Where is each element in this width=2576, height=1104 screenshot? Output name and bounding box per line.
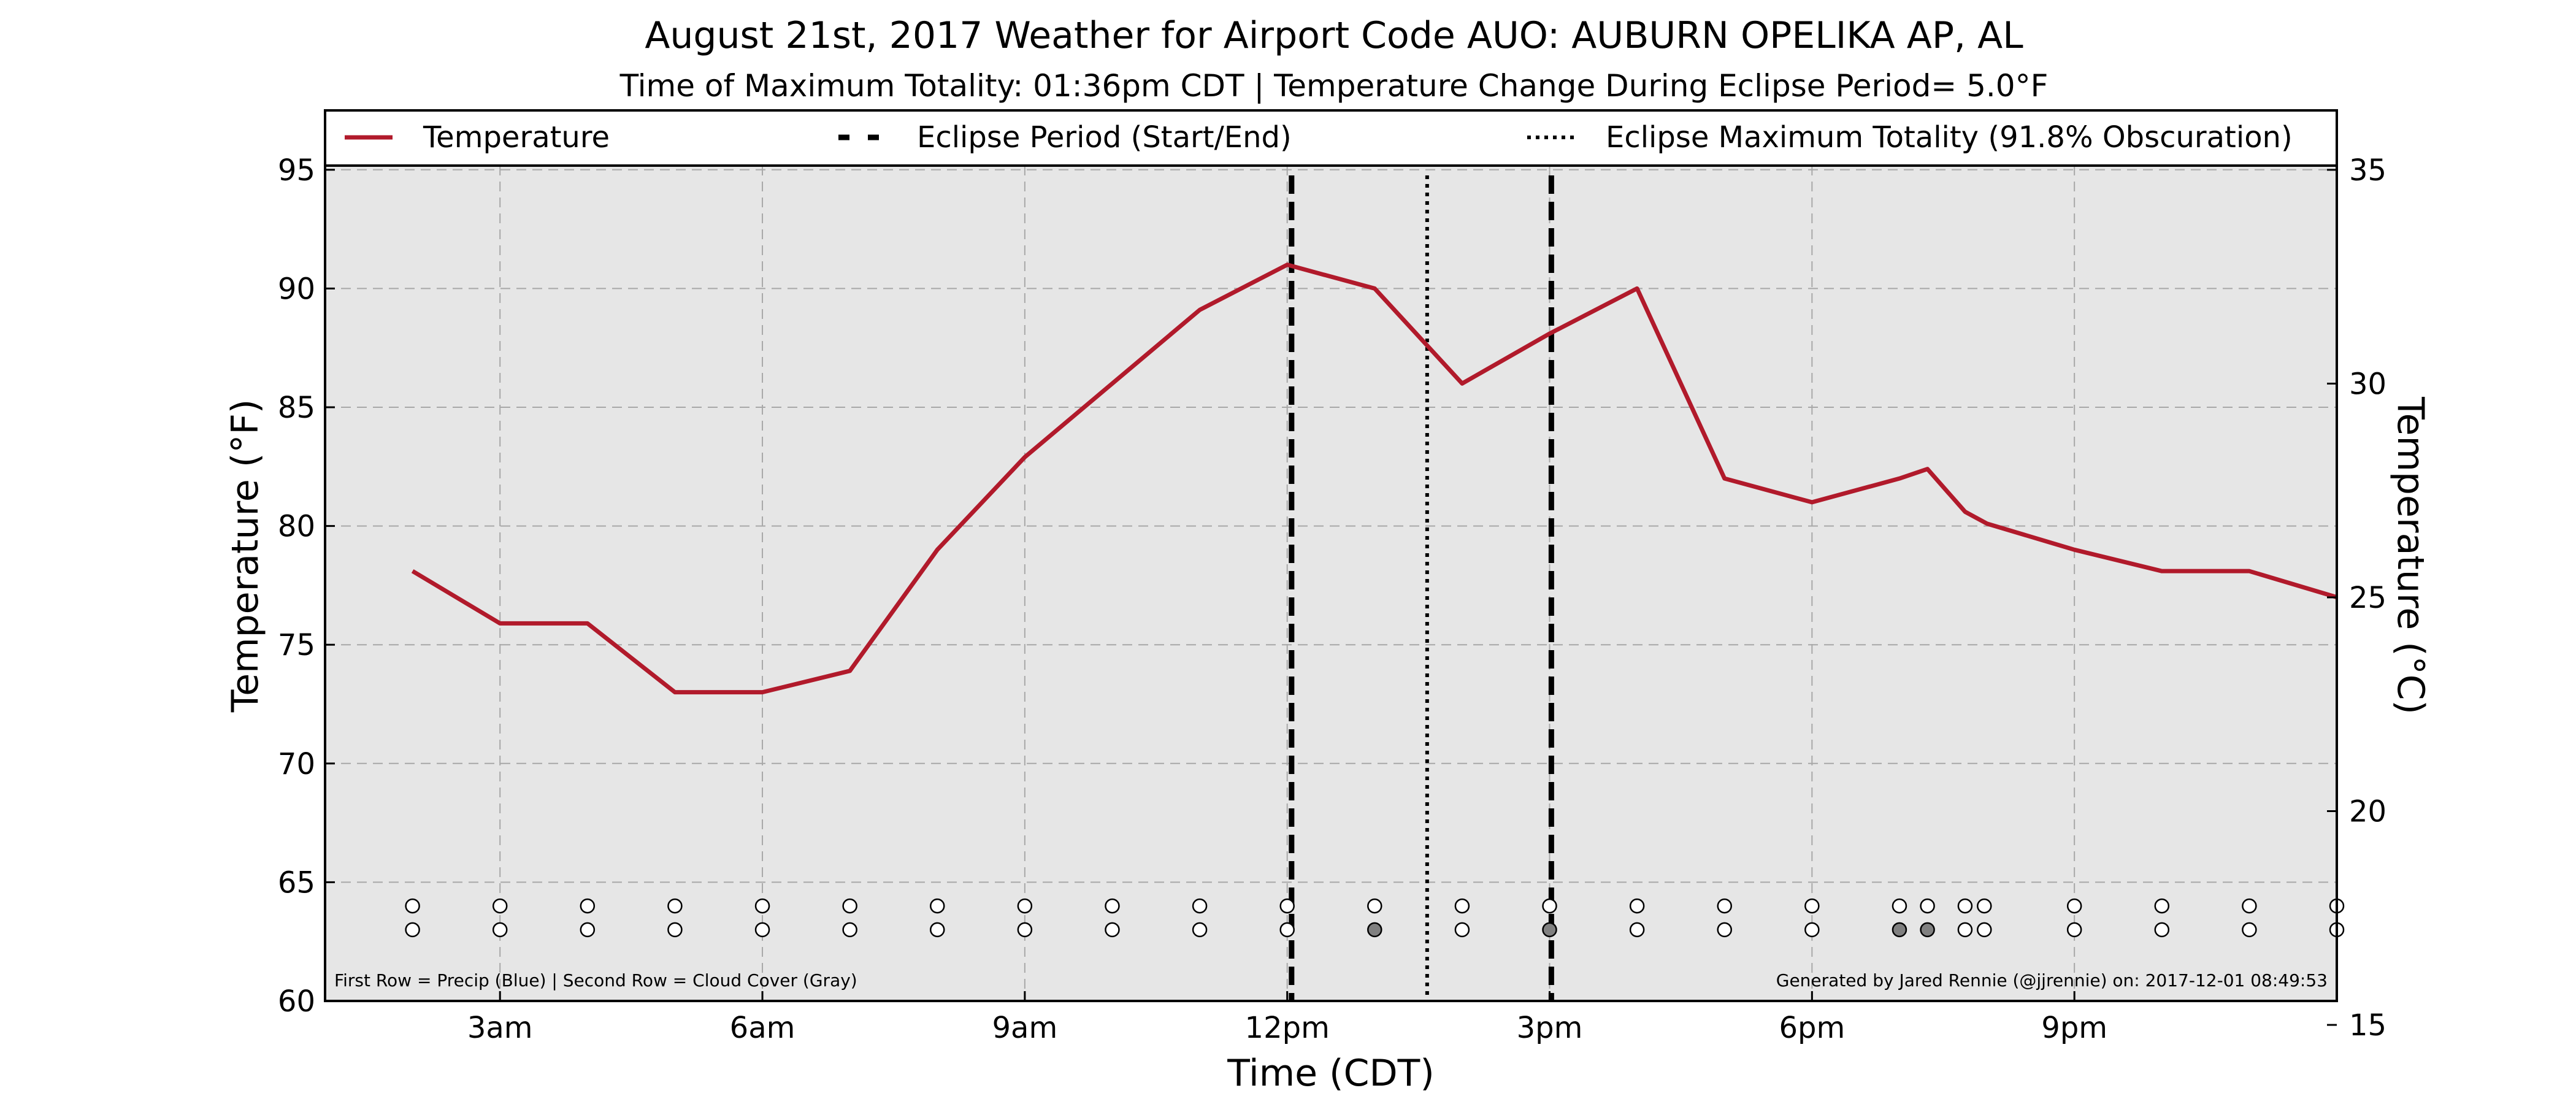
- x-tick-label: 12pm: [1245, 1011, 1330, 1045]
- plot-frame: [324, 109, 2338, 1002]
- observation-rows: [405, 898, 2345, 938]
- x-tick-label: 3am: [467, 1011, 533, 1045]
- precip-marker: [405, 898, 420, 914]
- precip-marker: [1717, 898, 1732, 914]
- y-right-tick-label: 25: [2349, 581, 2386, 615]
- precip-marker: [754, 898, 770, 914]
- cloud-marker: [1920, 922, 1935, 938]
- cloud-marker: [405, 922, 420, 938]
- y-right-tick-label: 20: [2349, 795, 2386, 829]
- plot-area: [325, 166, 2337, 1001]
- y-right-tick-label: 35: [2349, 153, 2386, 188]
- precip-marker: [492, 898, 508, 914]
- y-tick-label: 70: [278, 747, 315, 781]
- cloud-marker: [1957, 922, 1973, 938]
- y-tick-label: 65: [278, 865, 315, 900]
- precip-marker: [1542, 898, 1557, 914]
- precip-marker: [842, 898, 857, 914]
- cloud-marker: [2242, 922, 2257, 938]
- temperature-series: [411, 263, 2338, 695]
- cloud-marker: [580, 922, 596, 938]
- precip-marker: [1367, 898, 1382, 914]
- footnote-right: Generated by Jared Rennie (@jjrennie) on…: [1776, 970, 2328, 991]
- legend-temperature-label: Temperature: [423, 120, 610, 155]
- cloud-marker: [1279, 922, 1295, 938]
- precip-marker: [1920, 898, 1935, 914]
- legend-eclipse-period-label: Eclipse Period (Start/End): [917, 120, 1292, 155]
- cloud-marker: [492, 922, 508, 938]
- y-tick-label: 85: [278, 391, 315, 425]
- precip-marker: [1105, 898, 1120, 914]
- cloud-marker: [1717, 922, 1732, 938]
- cloud-marker: [754, 922, 770, 938]
- precip-marker: [2154, 898, 2170, 914]
- y-axis-label-right: Temperature (°C): [2389, 396, 2432, 715]
- x-tick-label: 9pm: [2041, 1011, 2107, 1045]
- precip-marker: [1957, 898, 1973, 914]
- cloud-marker: [1542, 922, 1557, 938]
- precip-marker: [667, 898, 683, 914]
- cloud-marker: [1629, 922, 1645, 938]
- cloud-marker: [1192, 922, 1208, 938]
- precip-marker: [580, 898, 596, 914]
- legend: Temperature Eclipse Period (Start/End) E…: [345, 120, 2293, 155]
- temperature-line: [411, 263, 2338, 695]
- precip-marker: [1977, 898, 1992, 914]
- y-tick-label: 80: [278, 510, 315, 544]
- y-tick-label: 60: [278, 984, 315, 1019]
- y-tick-label: 75: [278, 628, 315, 662]
- cloud-marker: [1017, 922, 1033, 938]
- chart-subtitle: Time of Maximum Totality: 01:36pm CDT | …: [619, 68, 2049, 104]
- x-tick-label: 3pm: [1517, 1011, 1583, 1045]
- y-axis-label-left: Temperature (°F): [224, 399, 267, 713]
- y-right-tick-label: 15: [2349, 1008, 2386, 1043]
- cloud-marker: [2154, 922, 2170, 938]
- precip-marker: [1454, 898, 1470, 914]
- y-tick-label: 95: [278, 153, 315, 188]
- precip-marker: [930, 898, 945, 914]
- legend-eclipse-max-label: Eclipse Maximum Totality (91.8% Obscurat…: [1606, 120, 2293, 155]
- cloud-marker: [842, 922, 857, 938]
- x-tick-label: 6pm: [1779, 1011, 1845, 1045]
- cloud-marker: [667, 922, 683, 938]
- precip-marker: [1629, 898, 1645, 914]
- y-tick-label: 90: [278, 272, 315, 306]
- precip-marker: [1017, 898, 1033, 914]
- cloud-marker: [1367, 922, 1382, 938]
- precip-marker: [1279, 898, 1295, 914]
- precip-marker: [2242, 898, 2257, 914]
- precip-marker: [1192, 898, 1208, 914]
- precip-marker: [1804, 898, 1820, 914]
- cloud-marker: [1977, 922, 1992, 938]
- chart-title: August 21st, 2017 Weather for Airport Co…: [645, 14, 2023, 57]
- x-axis-label: Time (CDT): [1227, 1052, 1434, 1095]
- cloud-marker: [1454, 922, 1470, 938]
- precip-marker: [1892, 898, 1907, 914]
- y-right-tick-label: 30: [2349, 367, 2386, 401]
- cloud-marker: [930, 922, 945, 938]
- cloud-marker: [1105, 922, 1120, 938]
- axes: 3am 6am 9am 12pm 3pm 6pm 9pm 60 65 70 75 80 85 90 95 15…: [278, 153, 2386, 1045]
- footnote-left: First Row = Precip (Blue) | Second Row =…: [334, 970, 857, 991]
- x-tick-label: 9am: [992, 1011, 1058, 1045]
- precip-marker: [2066, 898, 2082, 914]
- cloud-marker: [1892, 922, 1907, 938]
- cloud-marker: [2066, 922, 2082, 938]
- cloud-marker: [1804, 922, 1820, 938]
- x-tick-label: 6am: [730, 1011, 795, 1045]
